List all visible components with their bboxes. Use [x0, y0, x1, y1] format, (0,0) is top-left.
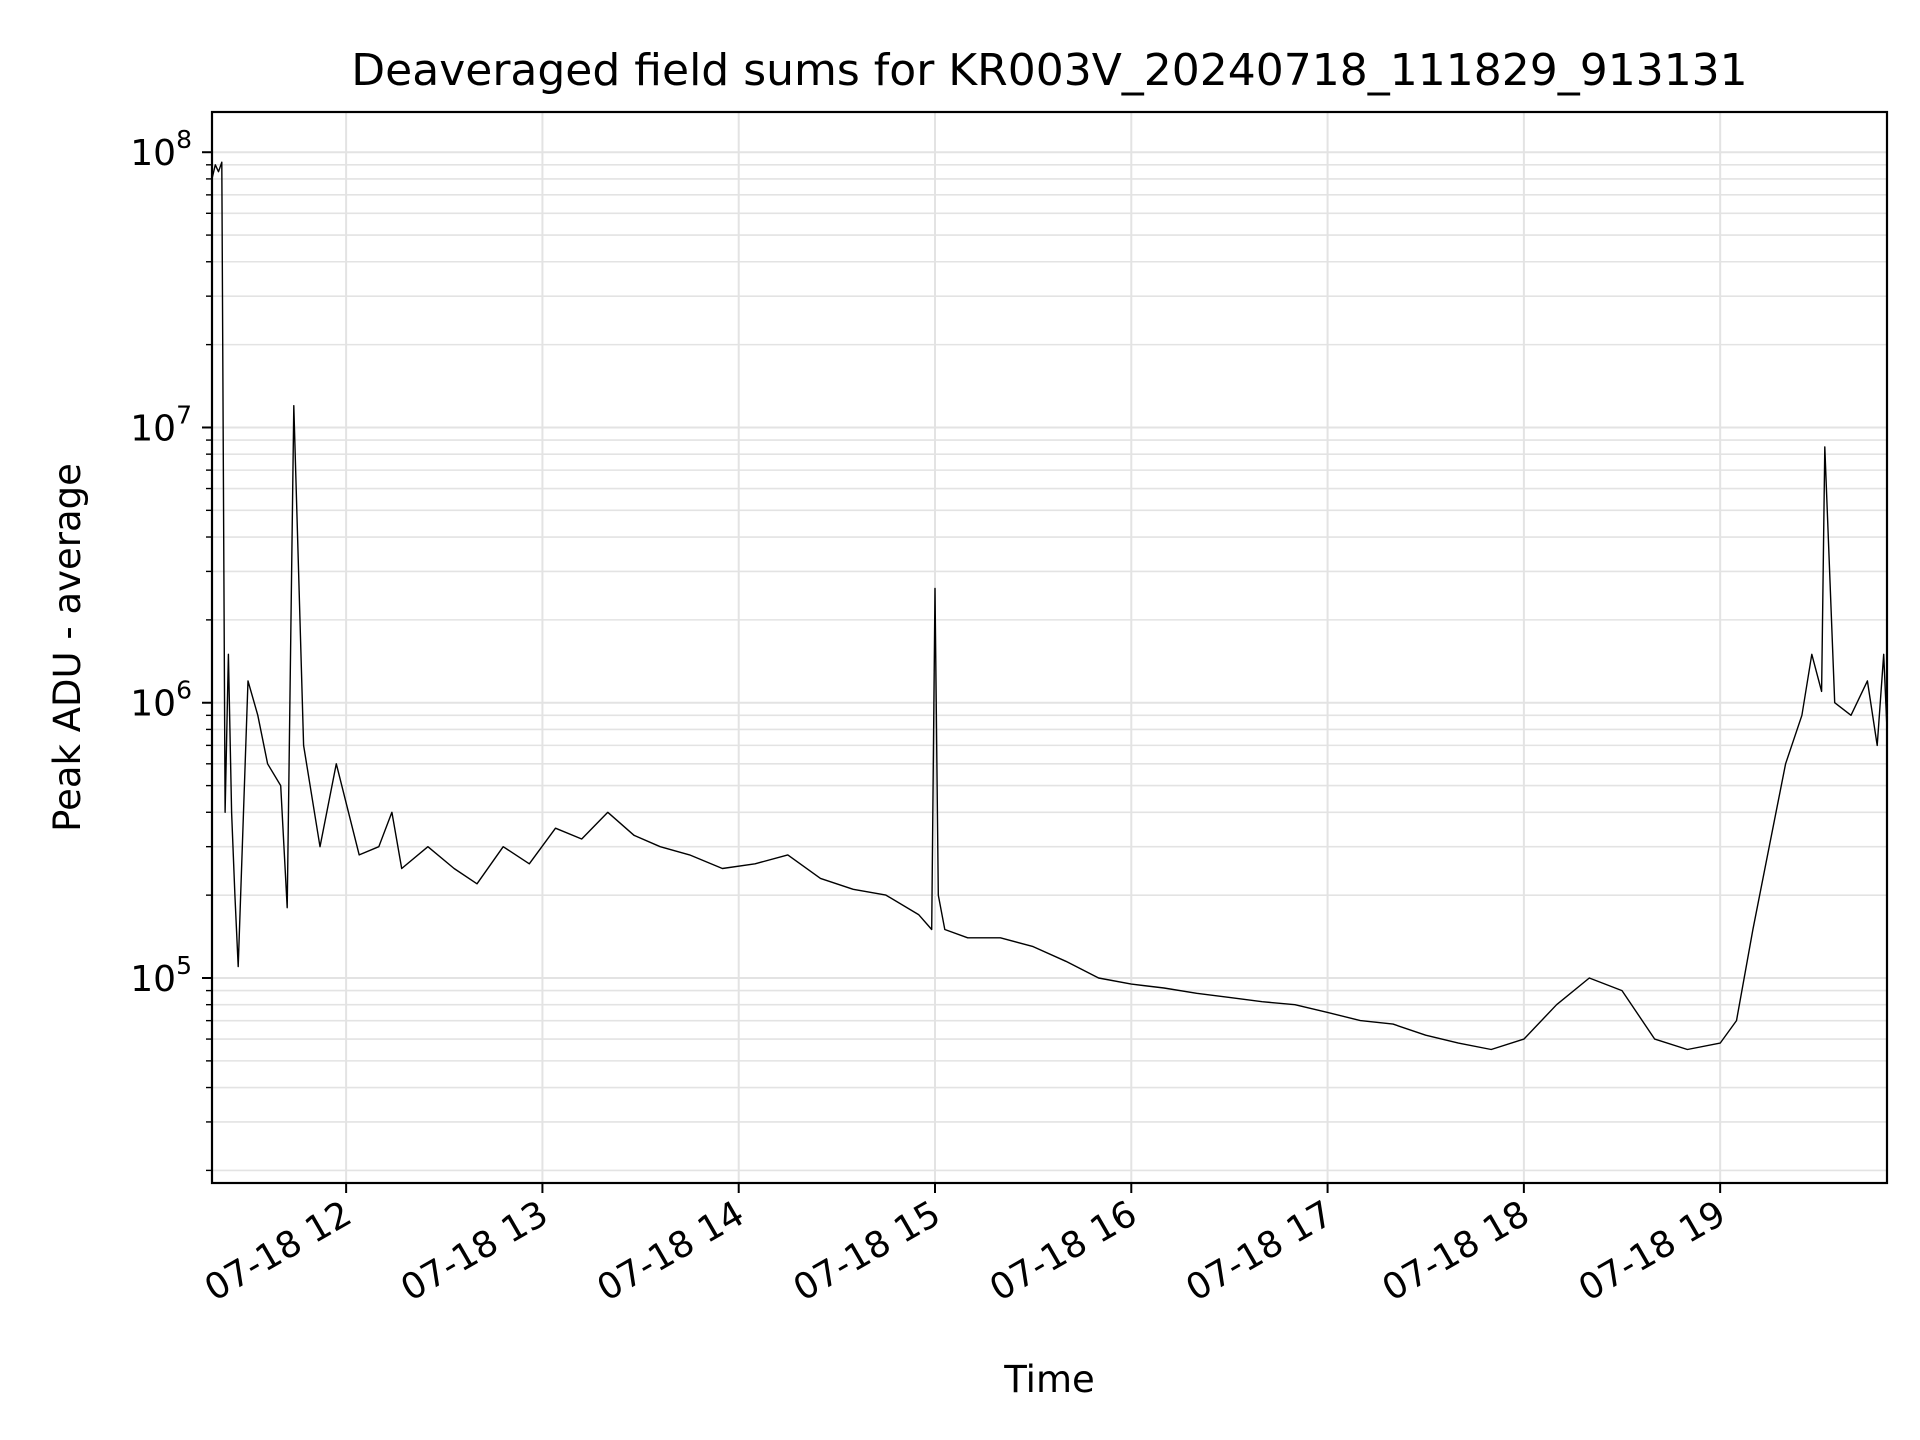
y-axis-label: Peak ADU - average	[46, 463, 89, 832]
x-tick-label: 07-18 15	[787, 1193, 948, 1309]
x-tick-label: 07-18 16	[983, 1193, 1144, 1309]
y-tick-label: 107	[130, 400, 192, 449]
y-tick-label: 105	[130, 951, 192, 1000]
x-tick-label: 07-18 12	[198, 1193, 359, 1309]
chart-title: Deaveraged field sums for KR003V_2024071…	[351, 45, 1747, 96]
x-tick-label: 07-18 14	[591, 1193, 752, 1309]
y-axis: 105 106 107 108	[130, 125, 212, 1172]
x-tick-label: 07-18 13	[394, 1193, 555, 1309]
x-axis-label: Time	[1003, 1358, 1095, 1401]
y-tick-label: 106	[130, 676, 192, 725]
x-axis: 07-18 12 07-18 13 07-18 14 07-18 15 07-18 16…	[198, 1183, 1733, 1310]
plot-frame	[210, 110, 1889, 1185]
x-tick-label: 07-18 19	[1572, 1193, 1733, 1309]
x-tick-label: 07-18 18	[1376, 1193, 1537, 1309]
y-tick-label: 108	[130, 125, 192, 174]
grid	[212, 112, 1887, 1183]
x-tick-label: 07-18 17	[1179, 1193, 1340, 1309]
data-line	[211, 161, 1888, 1051]
